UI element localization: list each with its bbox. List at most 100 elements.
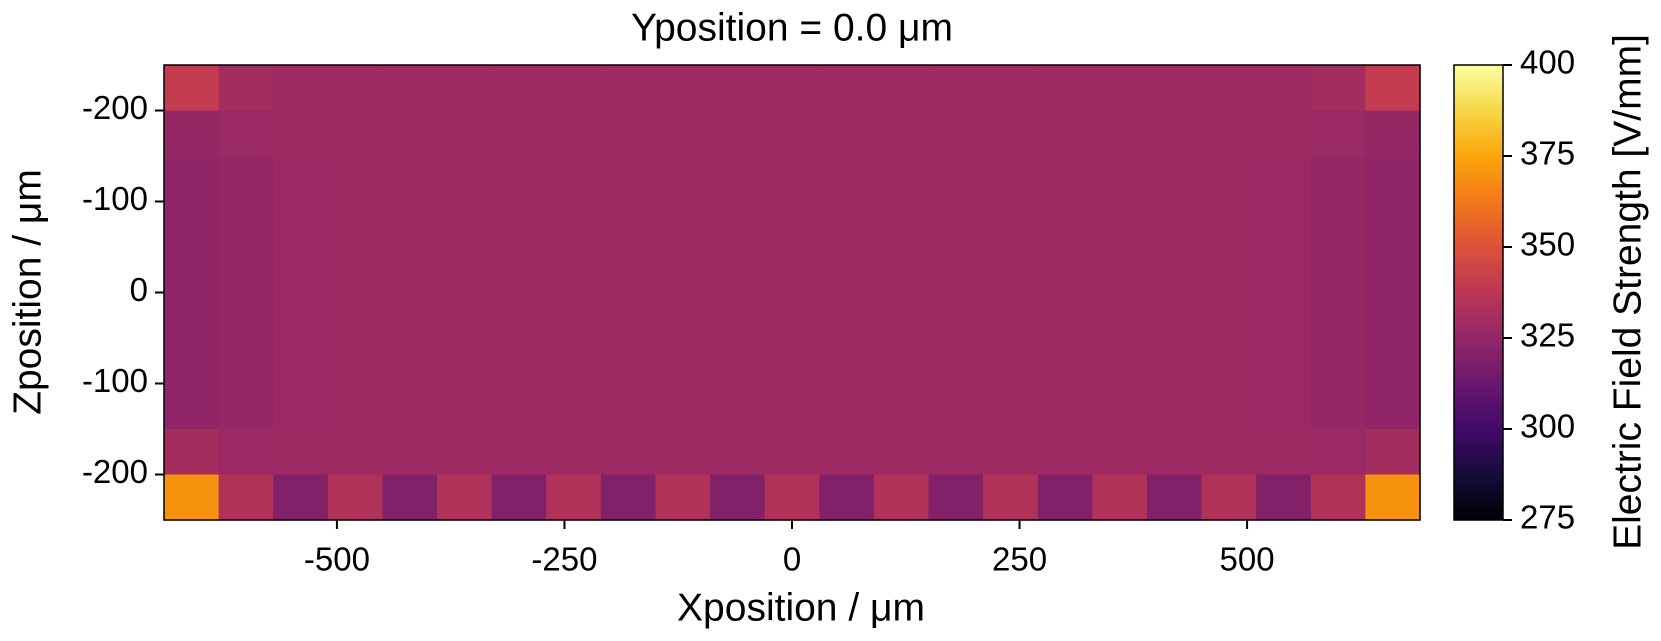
heatmap-cell bbox=[1201, 292, 1257, 339]
heatmap-cell bbox=[1201, 383, 1257, 430]
heatmap-cell bbox=[382, 156, 438, 203]
heatmap-cell bbox=[1310, 292, 1366, 339]
heatmap-cell bbox=[1037, 292, 1093, 339]
heatmap-cell bbox=[1201, 201, 1257, 248]
heatmap-cell bbox=[764, 110, 820, 157]
heatmap-cell bbox=[928, 247, 984, 294]
heatmap-cell bbox=[273, 429, 329, 476]
heatmap-cell bbox=[382, 292, 438, 339]
heatmap-cell bbox=[873, 474, 930, 521]
heatmap-cell bbox=[437, 201, 493, 248]
heatmap-cell bbox=[655, 201, 711, 248]
heatmap-cell bbox=[764, 383, 820, 430]
heatmap-cell bbox=[1201, 110, 1257, 157]
x-axis-label: Xposition / μm bbox=[677, 586, 925, 629]
heatmap-cell bbox=[1365, 338, 1421, 385]
heatmap-cell bbox=[491, 156, 547, 203]
heatmap-cell bbox=[273, 65, 329, 112]
heatmap-cell bbox=[218, 338, 274, 385]
heatmap-cell bbox=[1256, 110, 1312, 157]
heatmap-cell bbox=[819, 110, 875, 157]
heatmap-cell bbox=[1146, 65, 1203, 112]
heatmap-cell bbox=[710, 247, 766, 294]
heatmap-cell bbox=[764, 201, 820, 248]
heatmap-cell bbox=[710, 292, 766, 339]
heatmap-cell bbox=[1201, 338, 1257, 385]
heatmap-cell bbox=[819, 474, 875, 521]
colorbar bbox=[1453, 64, 1504, 521]
heatmap-cell bbox=[710, 338, 766, 385]
heatmap-cell bbox=[491, 247, 547, 294]
heatmap-cell bbox=[164, 65, 220, 112]
heatmap-cell bbox=[1310, 247, 1366, 294]
heatmap-cell bbox=[327, 383, 384, 430]
heatmap-cell bbox=[1201, 474, 1257, 521]
heatmap-cell bbox=[164, 247, 220, 294]
heatmap-cell bbox=[983, 201, 1039, 248]
heatmap-cell bbox=[600, 247, 657, 294]
heatmap-cell bbox=[164, 292, 220, 339]
heatmap-cell bbox=[164, 383, 220, 430]
heatmap-cell bbox=[819, 383, 875, 430]
heatmap-cell bbox=[437, 65, 493, 112]
heatmap-cell bbox=[819, 338, 875, 385]
heatmap-cell bbox=[437, 338, 493, 385]
heatmap-cell bbox=[382, 247, 438, 294]
heatmap-cell bbox=[1365, 429, 1421, 476]
heatmap-cell bbox=[327, 429, 384, 476]
heatmap-cell bbox=[873, 338, 930, 385]
heatmap-cell bbox=[437, 429, 493, 476]
heatmap-cell bbox=[819, 201, 875, 248]
heatmap-cell bbox=[1310, 201, 1366, 248]
heatmap-cell bbox=[928, 110, 984, 157]
heatmap-cell bbox=[873, 65, 930, 112]
heatmap-cell bbox=[1092, 110, 1148, 157]
heatmap-cell bbox=[218, 292, 274, 339]
heatmap-cell bbox=[437, 292, 493, 339]
heatmap-cell bbox=[1037, 201, 1093, 248]
heatmap-cell bbox=[1256, 247, 1312, 294]
heatmap-cell bbox=[983, 110, 1039, 157]
heatmap-cell bbox=[491, 474, 547, 521]
heatmap-cell bbox=[983, 156, 1039, 203]
heatmap-cell bbox=[1365, 65, 1421, 112]
colorbar-tick-label: 350 bbox=[1520, 226, 1575, 263]
heatmap-cell bbox=[327, 201, 384, 248]
heatmap-cell bbox=[655, 292, 711, 339]
heatmap-cell bbox=[382, 474, 438, 521]
heatmap-cell bbox=[1146, 156, 1203, 203]
heatmap-cell bbox=[164, 474, 220, 521]
heatmap-cell bbox=[546, 247, 602, 294]
heatmap-cell bbox=[437, 474, 493, 521]
heatmap-cell bbox=[1037, 429, 1093, 476]
heatmap-cell bbox=[928, 201, 984, 248]
heatmap-cell bbox=[928, 65, 984, 112]
heatmap-cell bbox=[1037, 338, 1093, 385]
heatmap-cell bbox=[928, 474, 984, 521]
heatmap-cell bbox=[1037, 156, 1093, 203]
heatmap-cell bbox=[273, 156, 329, 203]
heatmap-cell bbox=[1310, 65, 1366, 112]
heatmap-cell bbox=[437, 247, 493, 294]
heatmap-cell bbox=[819, 247, 875, 294]
heatmap-cell bbox=[1092, 201, 1148, 248]
heatmap-cell bbox=[437, 156, 493, 203]
heatmap-cell bbox=[1256, 292, 1312, 339]
heatmap-cell bbox=[983, 429, 1039, 476]
heatmap-cell bbox=[655, 110, 711, 157]
heatmap-cell bbox=[164, 201, 220, 248]
y-tick-label: -100 bbox=[82, 362, 148, 399]
heatmap-cell bbox=[546, 429, 602, 476]
heatmap-cell bbox=[437, 110, 493, 157]
heatmap-cell bbox=[1365, 110, 1421, 157]
heatmap-cell bbox=[1256, 65, 1312, 112]
heatmap-cell bbox=[1365, 474, 1421, 521]
heatmap-cell bbox=[327, 65, 384, 112]
heatmap-cell bbox=[819, 65, 875, 112]
x-tick-label: 500 bbox=[1220, 541, 1275, 578]
heatmap-cell bbox=[1310, 383, 1366, 430]
x-tick-label: 0 bbox=[783, 541, 801, 578]
heatmap-cell bbox=[491, 292, 547, 339]
heatmap-cell bbox=[1201, 429, 1257, 476]
heatmap-cell bbox=[1146, 247, 1203, 294]
